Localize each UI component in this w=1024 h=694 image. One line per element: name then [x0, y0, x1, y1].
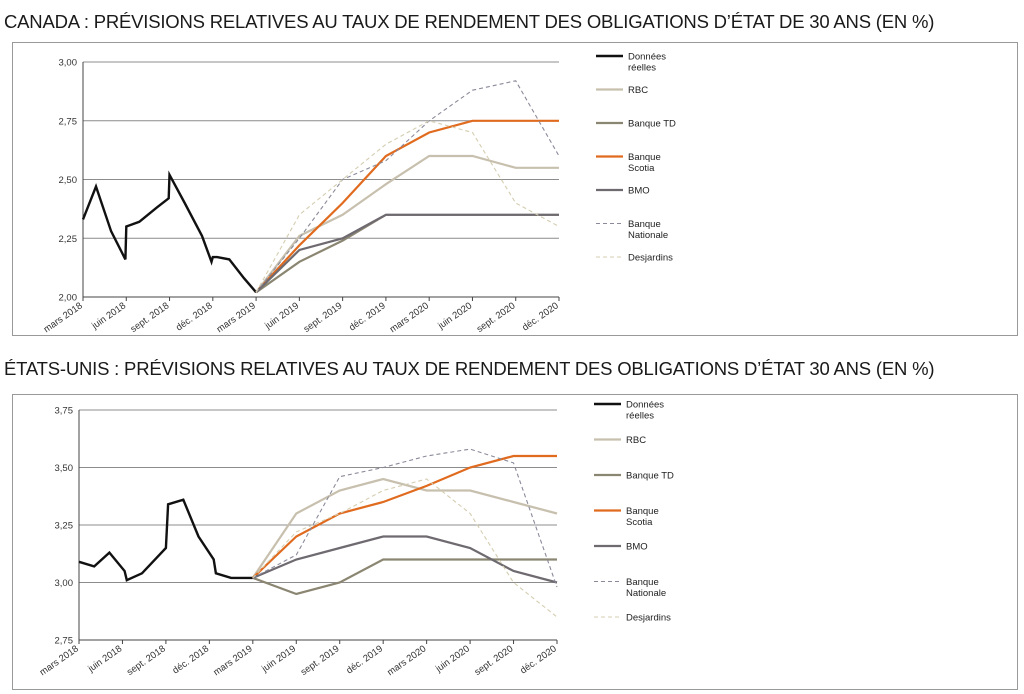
x-tick-label: sept. 2019 — [299, 643, 342, 677]
series-line-rbc — [255, 154, 559, 293]
series-line-banque-nationale — [255, 80, 560, 293]
x-tick-label: juin 2019 — [262, 300, 301, 332]
y-tick-label: 3,00 — [55, 578, 74, 589]
legend-label-banque-scotia: Banque Scotia — [628, 152, 661, 174]
x-tick-label: mars 2019 — [215, 300, 258, 335]
y-tick-label: 3,25 — [55, 521, 74, 532]
x-tick-label: juin 2018 — [89, 300, 128, 332]
legend-label-bmo: BMO — [626, 542, 648, 553]
x-tick-label: mars 2020 — [388, 300, 431, 335]
legend-label-desjardins: Desjardins — [626, 613, 671, 624]
series-line-banque-td — [252, 558, 557, 596]
y-tick-label: 2,00 — [59, 293, 78, 304]
series-line-banque-scotia — [255, 119, 559, 294]
x-tick-label: mars 2020 — [385, 643, 428, 678]
x-tick-label: mars 2018 — [42, 300, 85, 335]
x-tick-label: mars 2018 — [38, 643, 81, 678]
y-tick-label: 2,25 — [59, 234, 78, 245]
series-line-desjardins — [252, 478, 558, 618]
legend-label-rbc: RBC — [626, 435, 646, 446]
x-tick-label: déc. 2020 — [520, 300, 560, 333]
y-tick-label: 3,50 — [55, 463, 74, 474]
y-tick-label: 2,50 — [59, 175, 78, 186]
chart-panel-canada: 2,00 2,25 2,50 2,75 3,00 mars 2018 juin 2018 se… — [12, 42, 1018, 336]
legend-label-desjardins: Desjardins — [628, 253, 673, 264]
legend-label-donnees-reelles: Données réelles — [626, 400, 664, 422]
chart-title-canada: CANADA : PRÉVISIONS RELATIVES AU TAUX DE… — [4, 11, 935, 32]
y-tick-label: 2,75 — [55, 636, 74, 647]
legend-label-rbc: RBC — [628, 85, 648, 96]
x-tick-label: déc. 2019 — [347, 300, 387, 333]
series-line-desjardins — [255, 120, 560, 293]
x-tick-label: sept. 2018 — [129, 300, 172, 334]
series-line-donnees-reelles — [81, 170, 258, 294]
x-tick-label: juin 2020 — [433, 643, 472, 675]
x-tick-label: sept. 2018 — [125, 643, 168, 677]
legend-label-banque-td: Banque TD — [626, 471, 674, 482]
x-tick-label: déc. 2019 — [344, 643, 384, 676]
x-tick-label: juin 2019 — [259, 643, 298, 675]
series-line-bmo — [255, 213, 559, 294]
x-tick-label: sept. 2020 — [475, 300, 518, 334]
series-line-banque-scotia — [252, 454, 557, 579]
x-tick-label: juin 2020 — [435, 300, 474, 332]
x-tick-label: juin 2018 — [85, 643, 124, 675]
legend-label-banque-td: Banque TD — [628, 119, 676, 130]
y-tick-label: 3,00 — [59, 58, 78, 69]
y-tick-label: 2,75 — [59, 116, 78, 127]
y-tick-label: 3,75 — [55, 406, 74, 417]
x-tick-label: déc. 2018 — [171, 643, 211, 676]
legend-label-bmo: BMO — [628, 186, 650, 197]
legend-label-banque-nationale: Banque Nationale — [628, 219, 668, 241]
x-tick-label: sept. 2020 — [473, 643, 516, 677]
series-line-donnees-reelles — [78, 498, 253, 582]
x-tick-label: déc. 2020 — [518, 643, 558, 676]
x-tick-label: déc. 2018 — [174, 300, 214, 333]
x-tick-label: sept. 2019 — [302, 300, 345, 334]
chart-title-usa: ÉTATS-UNIS : PRÉVISIONS RELATIVES AU TAU… — [4, 358, 935, 379]
series-line-banque-nationale — [252, 448, 558, 588]
legend-label-donnees-reelles: Données réelles — [628, 52, 666, 74]
x-tick-label: mars 2019 — [211, 643, 254, 678]
legend-label-banque-scotia: Banque Scotia — [626, 506, 659, 528]
legend-label-banque-nationale: Banque Nationale — [626, 577, 666, 599]
series-line-banque-td — [255, 213, 559, 294]
series-line-bmo — [252, 535, 558, 584]
chart-panel-usa: 2,75 3,00 3,25 3,50 3,75 mars 2018 juin 2018 se… — [12, 394, 1018, 690]
